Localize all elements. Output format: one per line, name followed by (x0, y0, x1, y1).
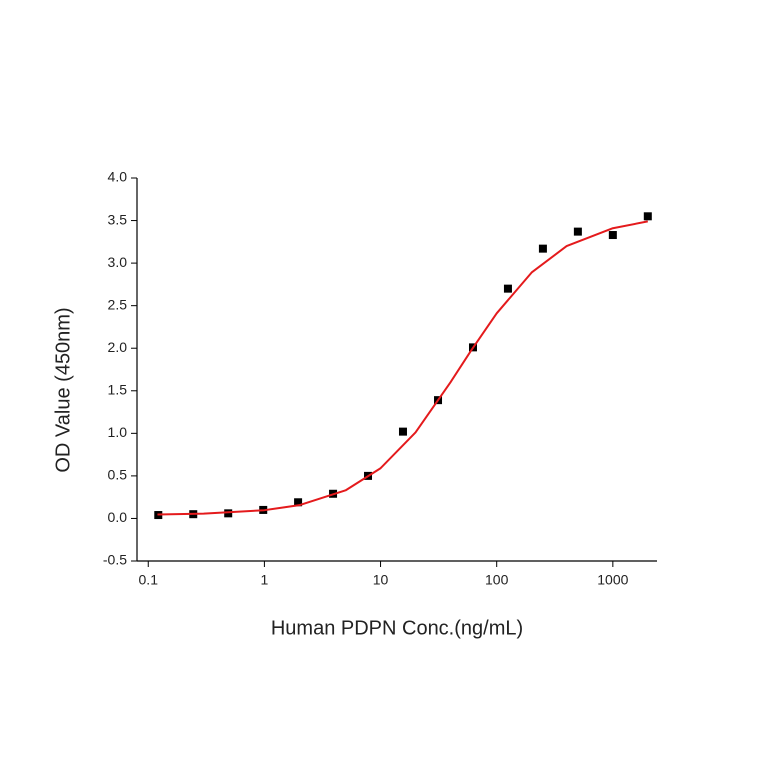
y-tick-label: 1.5 (108, 381, 128, 397)
x-tick-label: 0.1 (139, 572, 159, 588)
x-tick-label: 10 (373, 572, 389, 588)
data-point (503, 284, 512, 293)
fit-curve (157, 220, 648, 516)
y-tick-label: 0.0 (108, 509, 128, 525)
data-point (294, 498, 303, 507)
y-tick-label: 1.0 (108, 424, 128, 440)
y-tick-label: 3.0 (108, 254, 128, 270)
y-tick-label: 4.0 (108, 169, 128, 185)
data-point (608, 231, 617, 240)
x-axis-title: Human PDPN Conc.(ng/mL) (271, 617, 523, 639)
y-tick-label: 0.5 (108, 467, 128, 483)
y-tick-label: 2.5 (108, 296, 128, 312)
y-tick-label: 2.0 (108, 339, 128, 355)
x-tick-label: 100 (485, 572, 509, 588)
x-tick-label: 1 (261, 572, 269, 588)
data-point (643, 212, 652, 221)
data-point (573, 227, 582, 236)
data-point (538, 244, 547, 253)
data-point (398, 427, 407, 436)
y-tick-label: -0.5 (103, 552, 127, 568)
y-tick-label: 3.5 (108, 211, 128, 227)
data-point (224, 509, 233, 518)
x-tick-label: 1000 (597, 572, 628, 588)
y-axis-title: OD Value (450nm) (52, 307, 74, 472)
